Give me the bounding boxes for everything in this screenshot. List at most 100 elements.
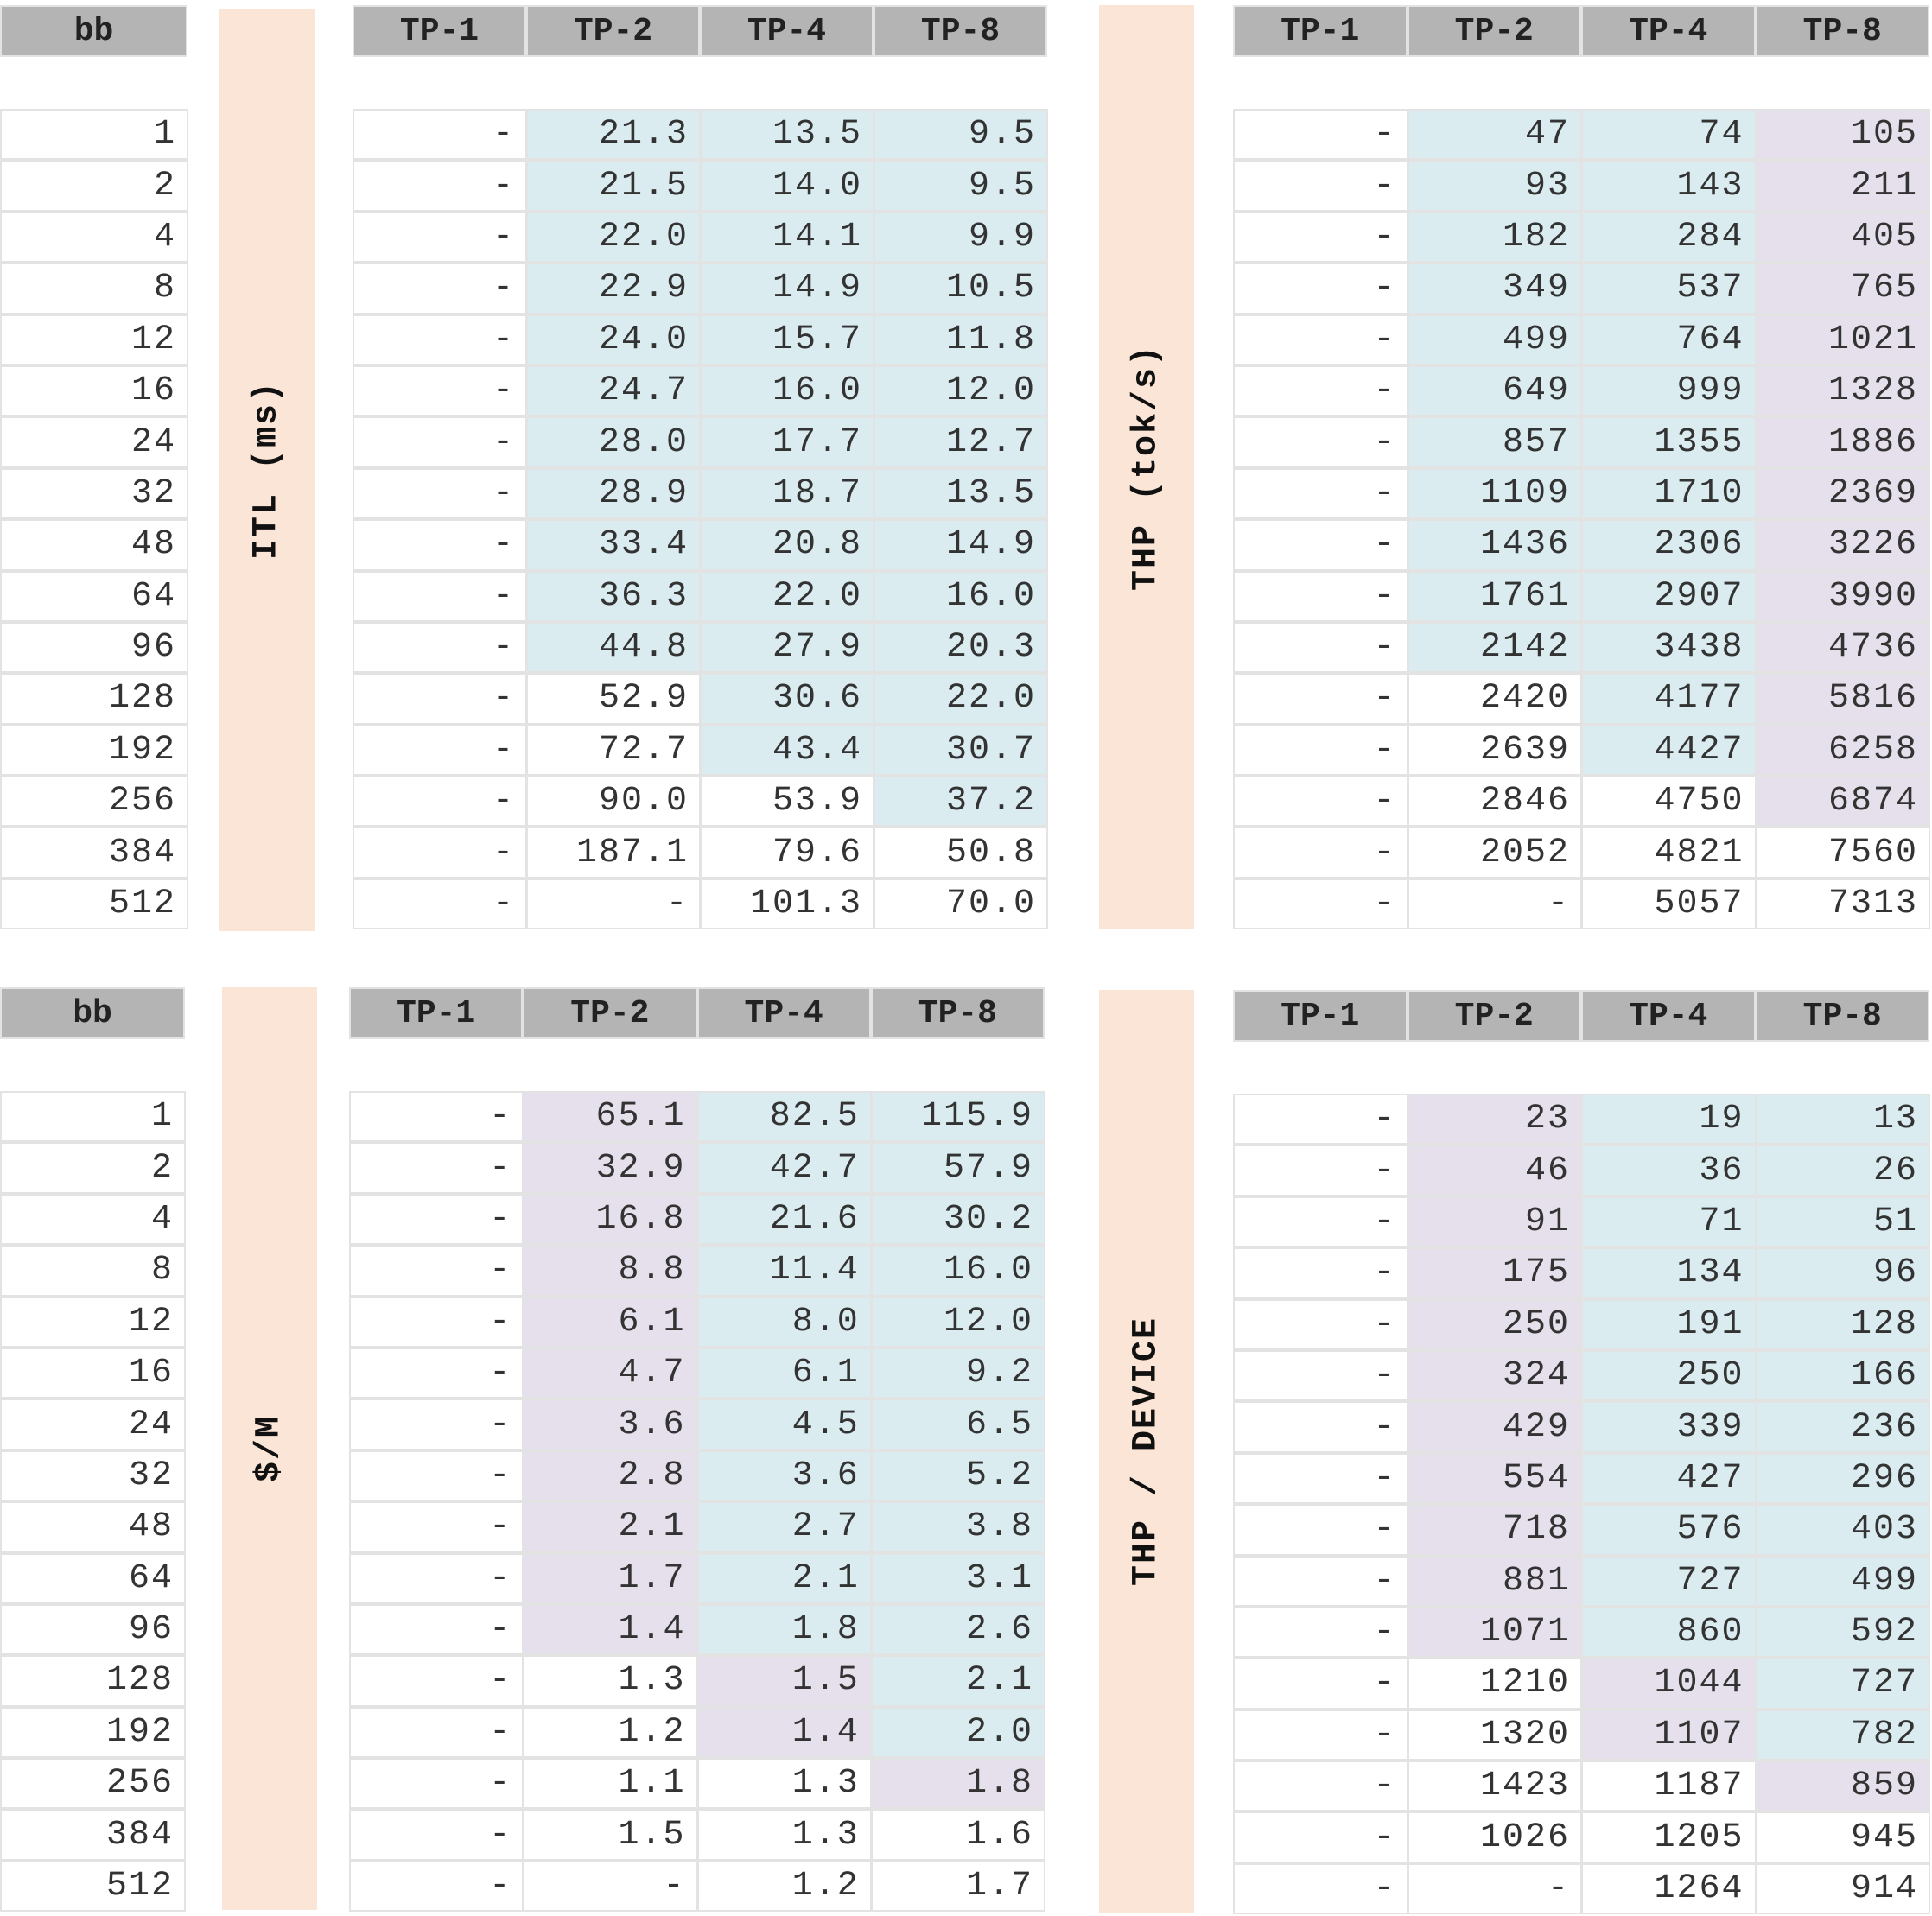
- value-cell: 236: [1755, 1401, 1930, 1453]
- table-row: -93 143 211: [1233, 160, 1930, 212]
- value-cell: 6874: [1755, 776, 1930, 828]
- value-cell: 1.3: [696, 1809, 872, 1861]
- table-row: -1210 1044 727: [1233, 1658, 1930, 1710]
- value-cell: -: [349, 1193, 524, 1246]
- table-row: -2.8 3.6 5.2: [349, 1450, 1045, 1502]
- value-cell: 22.9: [526, 263, 701, 314]
- header-tp-1: TP-1: [1233, 990, 1408, 1042]
- value-cell: 284: [1581, 211, 1757, 263]
- table-row: -32.9 42.7 57.9: [349, 1142, 1045, 1194]
- thp-table: TP-1 TP-2 TP-4 TP-8-47 74 105-93 143 211-182 284…: [1233, 5, 1930, 930]
- value-cell: 4177: [1581, 673, 1757, 725]
- table-row: -4.7 6.1 9.2: [349, 1347, 1045, 1399]
- value-cell: 5816: [1755, 673, 1930, 725]
- value-cell: 5.2: [870, 1450, 1045, 1502]
- value-cell: -: [353, 211, 527, 263]
- bb-cell: 384: [0, 827, 188, 879]
- value-cell: 105: [1755, 109, 1930, 161]
- table-row: -72.7 43.4 30.7: [353, 724, 1048, 777]
- value-cell: 349: [1407, 263, 1582, 314]
- table-row: -1.2 1.4 2.0: [349, 1706, 1045, 1759]
- label-thp-device: THP / DEVICE: [1127, 1316, 1166, 1587]
- side-label-thp: THP (tok/s): [1099, 5, 1194, 929]
- table-row: -1.4 1.8 2.6: [349, 1603, 1045, 1656]
- header-row: bb: [0, 987, 185, 1039]
- header-tp-2: TP-2: [1407, 5, 1581, 57]
- table-row: 4: [0, 1193, 186, 1246]
- table-row: -1026 1205 945: [1233, 1811, 1930, 1863]
- value-cell: 19: [1581, 1094, 1757, 1145]
- value-cell: -: [1233, 1504, 1408, 1556]
- value-cell: -: [1233, 1145, 1408, 1196]
- value-cell: -: [349, 1501, 524, 1553]
- value-cell: -: [1233, 570, 1408, 622]
- value-cell: -: [353, 570, 527, 622]
- table-row: -182 284 405: [1233, 211, 1930, 263]
- table-row: 8: [0, 1245, 186, 1297]
- bb-cell: 48: [0, 1501, 186, 1553]
- bb-table-bottom: bb 1 2 4 8 12 16 24 32 48 64 96 128 192 256 384 512: [0, 987, 186, 1913]
- value-cell: 339: [1581, 1401, 1757, 1453]
- value-cell: 10.5: [874, 263, 1048, 314]
- value-cell: 2052: [1407, 827, 1582, 879]
- value-cell: 7313: [1755, 878, 1930, 930]
- value-cell: 9.5: [874, 109, 1048, 161]
- table-row: -2052 4821 7560: [1233, 827, 1930, 879]
- value-cell: 96: [1755, 1247, 1930, 1299]
- table-row: - -101.3 70.0: [353, 878, 1048, 930]
- value-cell: -: [1233, 365, 1408, 417]
- value-cell: 764: [1581, 314, 1757, 365]
- table-row: -24.7 16.0 12.0: [353, 365, 1048, 417]
- value-cell: 128: [1755, 1298, 1930, 1350]
- header-tp-1: TP-1: [1233, 5, 1408, 57]
- bb-cell: 48: [0, 519, 188, 571]
- table-row: 32: [0, 1450, 186, 1502]
- value-cell: -: [353, 365, 527, 417]
- value-cell: 782: [1755, 1709, 1930, 1761]
- header-tp-4: TP-8: [1755, 990, 1929, 1042]
- table-row: -499 764 1021: [1233, 314, 1930, 365]
- value-cell: 2420: [1407, 673, 1582, 725]
- value-cell: 718: [1407, 1504, 1582, 1556]
- value-cell: 13.5: [700, 109, 874, 161]
- value-cell: 12.7: [874, 416, 1048, 468]
- value-cell: 24.0: [526, 314, 701, 365]
- value-cell: -: [349, 1399, 524, 1450]
- bb-cell: 192: [0, 1706, 186, 1759]
- value-cell: 499: [1407, 314, 1582, 365]
- table-row: 48: [0, 1501, 186, 1553]
- value-cell: 4.5: [696, 1399, 872, 1450]
- value-cell: 250: [1407, 1298, 1582, 1350]
- value-cell: -: [1233, 263, 1408, 314]
- table-row: 12: [0, 1296, 186, 1348]
- value-cell: -: [349, 1552, 524, 1604]
- value-cell: -: [1233, 1452, 1408, 1505]
- value-cell: 71: [1581, 1196, 1757, 1248]
- bb-cell: 12: [0, 314, 188, 365]
- value-cell: 33.4: [526, 519, 701, 571]
- value-cell: 427: [1581, 1452, 1757, 1505]
- table-row: 48: [0, 519, 188, 571]
- value-cell: -: [1407, 878, 1582, 930]
- table-row: 2: [0, 160, 188, 212]
- label-itl: ITL (ms): [247, 379, 287, 561]
- value-cell: -: [1233, 724, 1408, 777]
- table-row: -1071 860 592: [1233, 1606, 1930, 1659]
- table-row: -90.0 53.9 37.2: [353, 776, 1048, 828]
- bb-cell: 128: [0, 673, 188, 725]
- table-row: -1.1 1.3 1.8: [349, 1758, 1045, 1810]
- value-cell: 51: [1755, 1196, 1930, 1248]
- value-cell: 1.4: [696, 1706, 872, 1759]
- value-cell: 52.9: [526, 673, 701, 725]
- table-row: -718 576 403: [1233, 1504, 1930, 1556]
- table-row: -349 537 765: [1233, 263, 1930, 314]
- value-cell: 1210: [1407, 1658, 1582, 1710]
- value-cell: -: [1233, 1862, 1408, 1915]
- value-cell: 115.9: [870, 1091, 1045, 1143]
- value-cell: 2369: [1755, 467, 1930, 520]
- value-cell: -: [1233, 519, 1408, 571]
- value-cell: 2142: [1407, 621, 1582, 674]
- table-row: -28.0 17.7 12.7: [353, 416, 1048, 468]
- value-cell: 727: [1755, 1658, 1930, 1710]
- table-row: -47 74 105: [1233, 109, 1930, 161]
